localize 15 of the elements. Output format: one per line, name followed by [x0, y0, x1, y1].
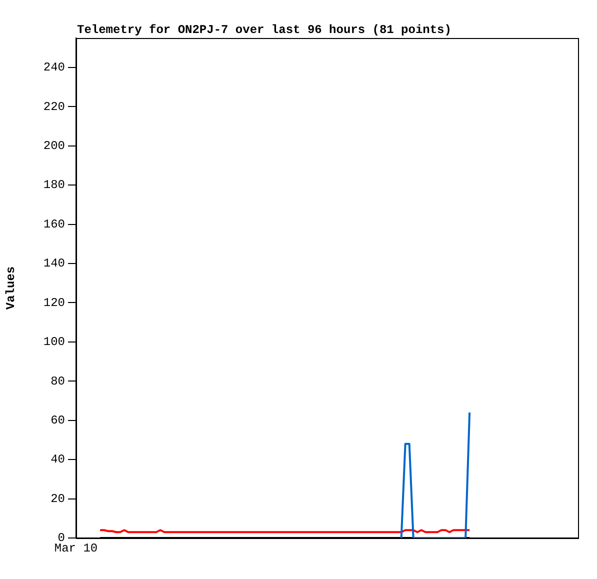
- y-tick-label: 240: [43, 60, 65, 75]
- y-axis-title: Values: [4, 266, 18, 310]
- y-tick-label: 40: [50, 452, 65, 467]
- y-tick-label: 100: [43, 335, 65, 350]
- x-tick-label: Mar 10: [54, 541, 98, 556]
- y-tick-label: 160: [43, 217, 65, 232]
- y-tick-label: 80: [50, 374, 65, 388]
- y-tick-label: 200: [43, 139, 65, 154]
- y-tick-label: 120: [43, 296, 65, 310]
- y-tick-label: 60: [50, 414, 65, 428]
- y-tick-label: 180: [43, 178, 65, 192]
- y-tick-label: 220: [43, 100, 65, 114]
- y-tick-label: 140: [43, 256, 65, 271]
- chart-title: Telemetry for ON2PJ-7 over last 96 hours (81 points): [77, 23, 452, 37]
- y-tick-label: 20: [50, 492, 65, 506]
